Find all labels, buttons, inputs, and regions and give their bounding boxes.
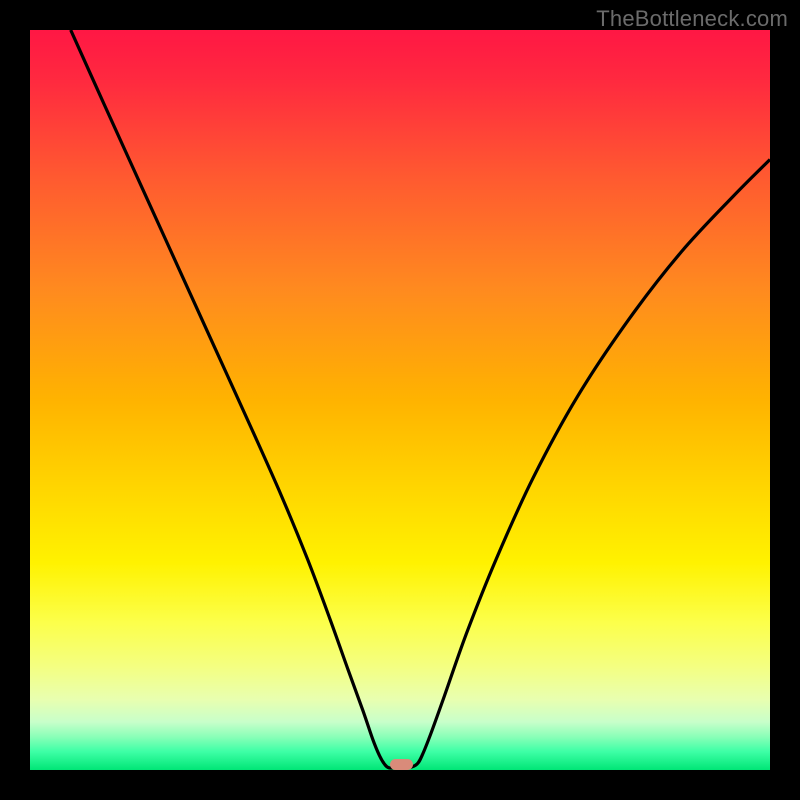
watermark-text: TheBottleneck.com bbox=[596, 6, 788, 32]
plot-area bbox=[30, 30, 770, 770]
optimal-marker bbox=[390, 759, 412, 770]
curve-layer bbox=[30, 30, 770, 770]
chart-container: TheBottleneck.com bbox=[0, 0, 800, 800]
bottleneck-curve bbox=[71, 30, 770, 768]
